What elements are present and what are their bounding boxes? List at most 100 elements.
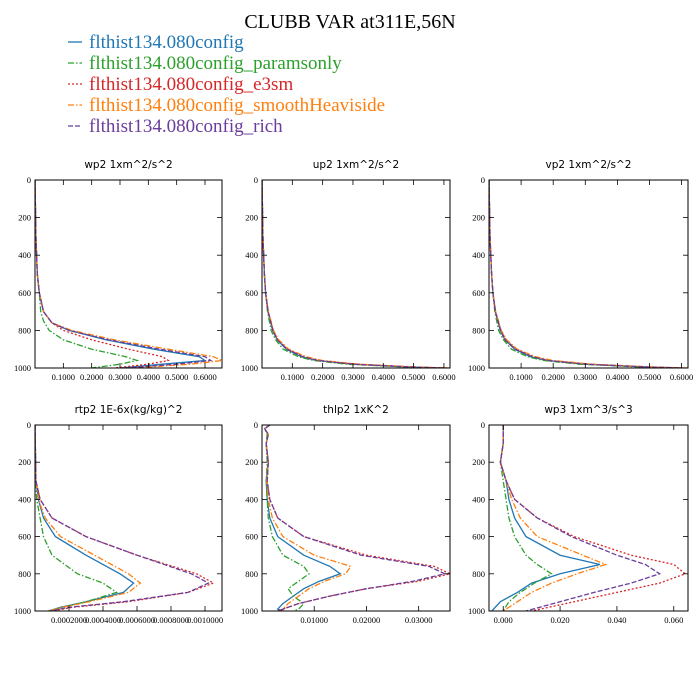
y-tick-label: 200 xyxy=(245,213,258,223)
series-group xyxy=(262,180,450,368)
series-line xyxy=(263,425,310,611)
panel-title: rtp2 1E-6x(kg/kg)^2 xyxy=(75,404,183,416)
x-tick-label: 0.5000 xyxy=(638,372,661,382)
x-tick-label: 0.3000 xyxy=(341,372,364,382)
x-tick-label: 0.1000 xyxy=(509,372,532,382)
legend-entry: flthist134.080config xyxy=(68,32,244,53)
y-tick-label: 400 xyxy=(18,250,31,260)
series-line xyxy=(35,180,140,368)
series-line xyxy=(489,180,676,368)
y-tick-label: 600 xyxy=(245,532,258,542)
series-line xyxy=(263,425,342,611)
y-tick-label: 600 xyxy=(472,532,485,542)
x-tick-label: 0.2000 xyxy=(311,372,334,382)
series-group xyxy=(35,425,216,611)
y-tick-label: 600 xyxy=(18,288,31,298)
plot-frame xyxy=(488,424,689,612)
x-tick-label: 0.0004000 xyxy=(85,615,121,625)
series-line xyxy=(35,180,213,368)
panel-title: wp2 1xm^2/s^2 xyxy=(84,159,172,171)
series-line xyxy=(263,425,352,611)
legend-label: flthist134.080config xyxy=(89,32,244,53)
series-line xyxy=(35,425,210,611)
y-tick-label: 1000 xyxy=(241,363,258,373)
panel-title: thlp2 1xK^2 xyxy=(323,404,389,416)
y-tick-label: 600 xyxy=(245,288,258,298)
series-line xyxy=(499,425,687,611)
x-tick-label: 0.0006000 xyxy=(119,615,155,625)
y-tick-label: 0 xyxy=(27,420,31,430)
y-tick-label: 1000 xyxy=(468,363,485,373)
y-tick-label: 800 xyxy=(18,569,31,579)
x-tick-label: 0.3000 xyxy=(108,372,131,382)
y-tick-label: 1000 xyxy=(14,606,31,616)
x-tick-label: 0.1000 xyxy=(52,372,75,382)
legend-label: flthist134.080config_rich xyxy=(89,116,283,137)
series-line xyxy=(499,425,608,611)
y-tick-label: 400 xyxy=(472,250,485,260)
series-line xyxy=(35,425,119,611)
y-tick-label: 1000 xyxy=(468,606,485,616)
x-tick-label: 0.4000 xyxy=(137,372,160,382)
y-tick-label: 0 xyxy=(254,420,258,430)
series-line xyxy=(491,425,601,611)
series-line xyxy=(489,180,688,368)
x-tick-label: 0.02000 xyxy=(353,615,381,625)
series-line xyxy=(262,180,450,368)
series-line xyxy=(262,180,444,368)
x-tick-label: 0.4000 xyxy=(372,372,395,382)
x-tick-label: 0.1000 xyxy=(281,372,304,382)
plot-frame xyxy=(261,424,451,612)
y-tick-label: 400 xyxy=(18,494,31,504)
legend-label: flthist134.080config_paramsonly xyxy=(89,53,342,74)
x-tick-label: 0.000 xyxy=(494,615,513,625)
panel-6: wp3 1xm^3/s^3 0 200 400 600 800 1000 0.000 0.020… xyxy=(468,404,689,625)
series-line xyxy=(35,180,170,368)
y-tick-label: 0 xyxy=(254,175,258,185)
panel-title: vp2 1xm^2/s^2 xyxy=(546,159,632,171)
x-tick-label: 0.0002000 xyxy=(51,615,87,625)
panel-5: thlp2 1xK^2 0 200 400 600 800 1000 0.01000 0.020… xyxy=(241,404,451,625)
series-line xyxy=(35,425,135,611)
series-line xyxy=(35,425,216,611)
plot-frame xyxy=(34,179,223,369)
x-tick-label: 0.03000 xyxy=(405,615,433,625)
legend-entry: flthist134.080config_paramsonly xyxy=(68,53,342,74)
plot-frame xyxy=(488,179,689,369)
y-tick-label: 0 xyxy=(481,175,485,185)
y-tick-label: 800 xyxy=(245,325,258,335)
panel-title: wp3 1xm^3/s^3 xyxy=(544,404,632,416)
legend-label: flthist134.080config_e3sm xyxy=(89,74,293,95)
panel-4: rtp2 1E-6x(kg/kg)^2 0 200 400 600 800 1000 0.00… xyxy=(14,404,223,625)
y-tick-label: 600 xyxy=(472,288,485,298)
series-line xyxy=(263,425,447,611)
y-tick-label: 400 xyxy=(472,494,485,504)
y-tick-label: 800 xyxy=(472,325,485,335)
x-tick-label: 0.4000 xyxy=(606,372,629,382)
y-tick-label: 1000 xyxy=(241,606,258,616)
series-line xyxy=(499,425,662,611)
series-line xyxy=(489,180,682,368)
panel-1: wp2 1xm^2/s^2 0 200 400 600 800 1000 0.1000 0.20… xyxy=(14,159,223,382)
y-tick-label: 1000 xyxy=(14,363,31,373)
series-group xyxy=(489,180,688,368)
x-tick-label: 0.6000 xyxy=(670,372,693,382)
series-group xyxy=(35,180,222,368)
y-tick-label: 600 xyxy=(18,532,31,542)
y-tick-label: 200 xyxy=(18,213,31,223)
panel-3: vp2 1xm^2/s^2 0 200 400 600 800 1000 0.1000 0.20… xyxy=(468,159,693,382)
series-line xyxy=(489,180,685,368)
x-tick-label: 0.040 xyxy=(607,615,626,625)
legend-entry: flthist134.080config_e3sm xyxy=(68,74,293,95)
y-tick-label: 200 xyxy=(245,457,258,467)
x-tick-label: 0.01000 xyxy=(300,615,328,625)
y-tick-label: 0 xyxy=(27,175,31,185)
y-tick-label: 200 xyxy=(472,213,485,223)
y-tick-label: 800 xyxy=(472,569,485,579)
y-tick-label: 800 xyxy=(18,325,31,335)
panels: wp2 1xm^2/s^2 0 200 400 600 800 1000 0.1000 0.20… xyxy=(14,159,693,625)
y-tick-label: 200 xyxy=(18,457,31,467)
y-tick-label: 400 xyxy=(245,250,258,260)
x-tick-label: 0.5000 xyxy=(165,372,188,382)
